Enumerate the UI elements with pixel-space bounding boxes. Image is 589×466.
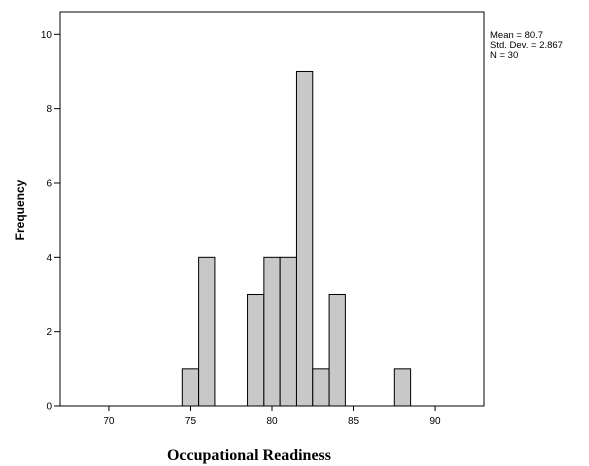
y-tick-label: 0 xyxy=(46,402,52,413)
y-tick-label: 6 xyxy=(46,178,52,189)
x-axis-label: Occupational Readiness xyxy=(167,447,331,464)
x-tick-label: 85 xyxy=(348,416,360,427)
x-tick-label: 90 xyxy=(430,416,442,427)
x-axis: 70 75 80 85 90 xyxy=(103,406,441,427)
y-tick-label: 4 xyxy=(46,253,52,264)
stats-line: Std. Dev. = 2.867 xyxy=(490,40,563,51)
stats-line: N = 30 xyxy=(490,50,518,61)
histogram-bar xyxy=(181,368,200,407)
bars-group xyxy=(181,70,412,407)
y-axis-label: Frequency xyxy=(13,179,27,240)
histogram-bar xyxy=(393,368,412,407)
y-tick-label: 8 xyxy=(46,104,52,115)
stats-line: Mean = 80.7 xyxy=(490,30,543,41)
histogram-bar xyxy=(328,293,346,407)
histogram-bar xyxy=(312,368,330,407)
y-tick-label: 2 xyxy=(46,327,52,338)
histogram-bar xyxy=(247,293,265,407)
histogram-bar xyxy=(263,256,281,407)
histogram-bar xyxy=(295,70,314,407)
x-tick-label: 80 xyxy=(266,416,278,427)
y-axis: 0 2 4 6 8 10 xyxy=(41,30,60,413)
x-tick-label: 75 xyxy=(185,416,197,427)
histogram-bar xyxy=(279,256,297,407)
x-tick-label: 70 xyxy=(103,416,115,427)
y-tick-label: 10 xyxy=(41,30,53,41)
histogram-bar xyxy=(198,256,216,407)
